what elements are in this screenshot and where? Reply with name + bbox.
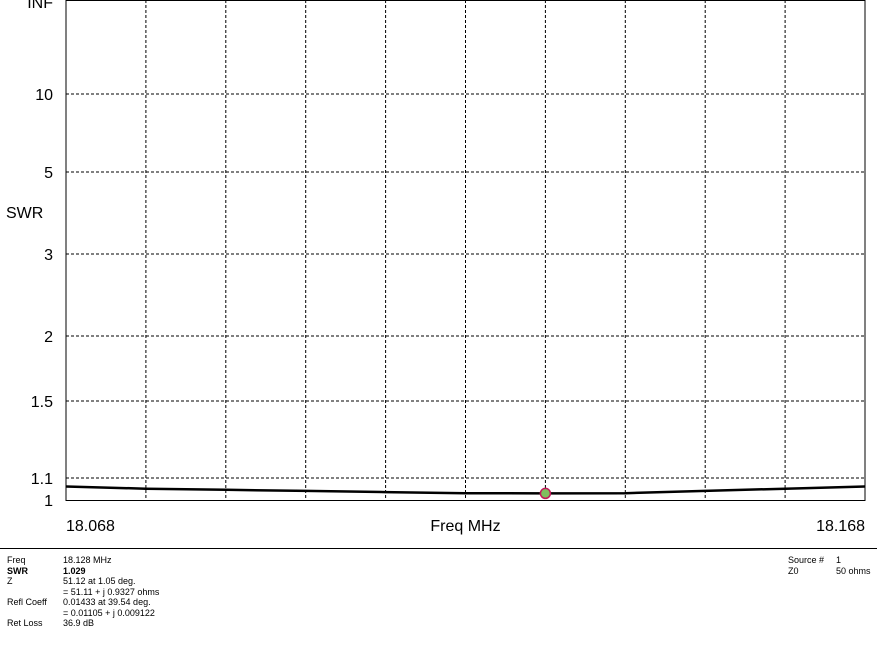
- source-label: Source #: [788, 555, 825, 565]
- z0-row: Z0 50 ohms: [788, 566, 871, 577]
- z-row: Z 51.12 at 1.05 deg.: [7, 576, 159, 587]
- x-tick-labels: 18.068 18.168: [66, 518, 865, 535]
- y-tick-label: 1.1: [31, 471, 53, 488]
- z0-label: Z0: [788, 565, 799, 576]
- y-tick-label: 10: [35, 87, 53, 104]
- swr-chart: INF 10 5 3 2 1.5 1.1 1 18.068 18.168 SWR Freq MH…: [6, 0, 866, 535]
- retloss-row: Ret Loss 36.9 dB: [7, 618, 159, 629]
- x-tick-label: 18.168: [816, 518, 865, 535]
- y-tick-label: 1.5: [31, 394, 53, 411]
- series-layer: [65, 485, 866, 495]
- freq-label: Freq: [7, 555, 26, 565]
- marker-layer: [539, 487, 552, 500]
- plot-border: [65, 0, 866, 501]
- z-value: 51.12 at 1.05 deg.: [63, 576, 136, 586]
- y-tick-label: 2: [44, 329, 53, 346]
- source-panel: Source # 1 Z0 50 ohms: [788, 555, 871, 576]
- x-tick-label: 18.068: [66, 518, 115, 535]
- refl-rect-row: = 0.01105 + j 0.009122: [7, 608, 159, 619]
- freq-value: 18.128 MHz: [63, 555, 112, 565]
- grid: [66, 0, 865, 500]
- retloss-value: 36.9 dB: [63, 618, 95, 628]
- refl-value: 0.01433 at 39.54 deg.: [63, 597, 151, 607]
- swr-series-line: [65, 485, 866, 495]
- swr-value: 1.029: [63, 565, 86, 576]
- swr-label: SWR: [7, 565, 28, 576]
- z-rect-row: = 51.11 + j 0.9327 ohms: [7, 587, 159, 598]
- y-tick-label: INF: [27, 0, 53, 12]
- retloss-label: Ret Loss: [7, 618, 43, 628]
- z-rect-value: = 51.11 + j 0.9327 ohms: [63, 586, 160, 597]
- refl-rect-value: = 0.01105 + j 0.009122: [63, 607, 155, 618]
- plot-frame: [65, 0, 866, 501]
- x-axis-label: Freq MHz: [430, 518, 500, 535]
- refl-row: Refl Coeff 0.01433 at 39.54 deg.: [7, 597, 159, 608]
- source-value: 1: [836, 555, 842, 565]
- z-label: Z: [7, 576, 13, 586]
- y-tick-labels: INF 10 5 3 2 1.5 1.1 1: [27, 0, 53, 510]
- cursor-marker: [539, 487, 552, 500]
- z0-value: 50 ohms: [836, 565, 871, 576]
- y-tick-label: 5: [44, 165, 53, 182]
- refl-label: Refl Coeff: [7, 597, 47, 607]
- freq-row: Freq 18.128 MHz: [7, 555, 159, 566]
- y-tick-label: 1: [44, 493, 53, 510]
- readout-panel: Freq 18.128 MHz SWR 1.029 Z 51.12 at 1.0…: [7, 555, 159, 629]
- source-row: Source # 1: [788, 555, 871, 566]
- swr-row: SWR 1.029: [7, 566, 159, 577]
- y-axis-label: SWR: [6, 205, 43, 222]
- info-separator: [0, 548, 877, 549]
- y-tick-label: 3: [44, 247, 53, 264]
